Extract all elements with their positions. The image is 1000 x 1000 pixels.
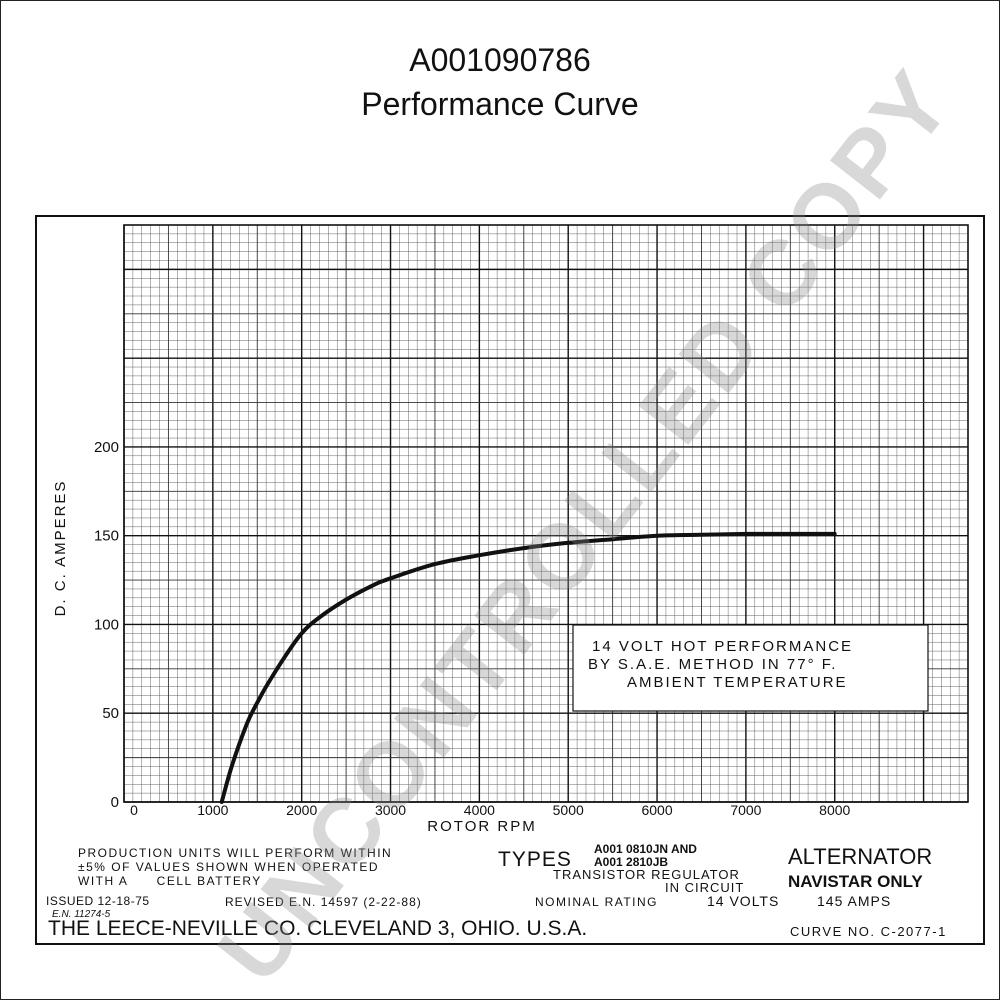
series-line (219, 531, 837, 804)
type-code-1: A001 0810JN AND (594, 842, 697, 856)
types-label: TYPES (498, 848, 572, 871)
revision-note: REVISED E.N. 14597 (2-22-88) (225, 895, 422, 909)
regulator-line-1: TRANSISTOR REGULATOR (553, 867, 740, 882)
x-tick-label: 7000 (730, 802, 761, 818)
product-note: NAVISTAR ONLY (788, 872, 923, 891)
company-name: THE LEECE-NEVILLE CO. CLEVELAND 3, OHIO.… (48, 917, 587, 940)
production-note-line-1: PRODUCTION UNITS WILL PERFORM WITHIN (78, 846, 392, 860)
product-name: ALTERNATOR (788, 844, 932, 869)
y-tick-label: 50 (102, 705, 119, 722)
annotation-box: 14 VOLT HOT PERFORMANCE BY S.A.E. METHOD… (572, 624, 929, 712)
x-tick-labels: 0 1000 2000 3000 4000 5000 6000 7000 8000 (130, 802, 850, 818)
nominal-amps: 145 AMPS (817, 893, 891, 909)
y-tick-label: 200 (94, 439, 119, 456)
page-subtitle: Performance Curve (361, 86, 639, 122)
production-note-line-3: WITH A CELL BATTERY (78, 874, 262, 888)
annotation-line-2: BY S.A.E. METHOD IN 77° F. (588, 656, 837, 673)
x-tick-label: 8000 (819, 802, 850, 818)
issued-date: ISSUED 12-18-75 (46, 894, 150, 908)
page-header: A001090786 Performance Curve (0, 38, 1000, 126)
x-tick-label: 5000 (553, 802, 584, 818)
plot-area-border (123, 224, 969, 803)
x-tick-label: 4000 (464, 802, 495, 818)
annotation-line-1: 14 VOLT HOT PERFORMANCE (592, 638, 853, 655)
curve-number: CURVE NO. C-2077-1 (790, 924, 947, 939)
nominal-volts: 14 VOLTS (707, 893, 779, 909)
y-axis-label: D. C. AMPERES (52, 480, 69, 617)
y-tick-labels: 0 50 100 150 200 (94, 439, 119, 811)
x-tick-label: 1000 (197, 802, 228, 818)
chart-sheet-border (35, 215, 985, 945)
annotation-line-3: AMBIENT TEMPERATURE (627, 674, 848, 691)
production-note-line-2: ±5% OF VALUES SHOWN WHEN OPERATED (78, 860, 379, 874)
x-tick-label: 6000 (641, 802, 672, 818)
x-tick-label: 3000 (375, 802, 406, 818)
type-code-2: A001 2810JB (594, 855, 668, 869)
y-tick-label: 150 (94, 528, 119, 545)
y-tick-label: 100 (94, 616, 119, 633)
nominal-rating-label: NOMINAL RATING (535, 895, 658, 909)
part-number-title: A001090786 (409, 42, 591, 78)
engineering-notice: E.N. 11274-5 (52, 909, 111, 920)
x-tick-label: 0 (130, 802, 138, 818)
x-axis-label: ROTOR RPM (427, 818, 536, 835)
y-tick-label: 0 (111, 794, 119, 811)
x-tick-label: 2000 (286, 802, 317, 818)
footer-block: PRODUCTION UNITS WILL PERFORM WITHIN ±5%… (46, 842, 947, 940)
regulator-line-2: IN CIRCUIT (665, 880, 744, 895)
